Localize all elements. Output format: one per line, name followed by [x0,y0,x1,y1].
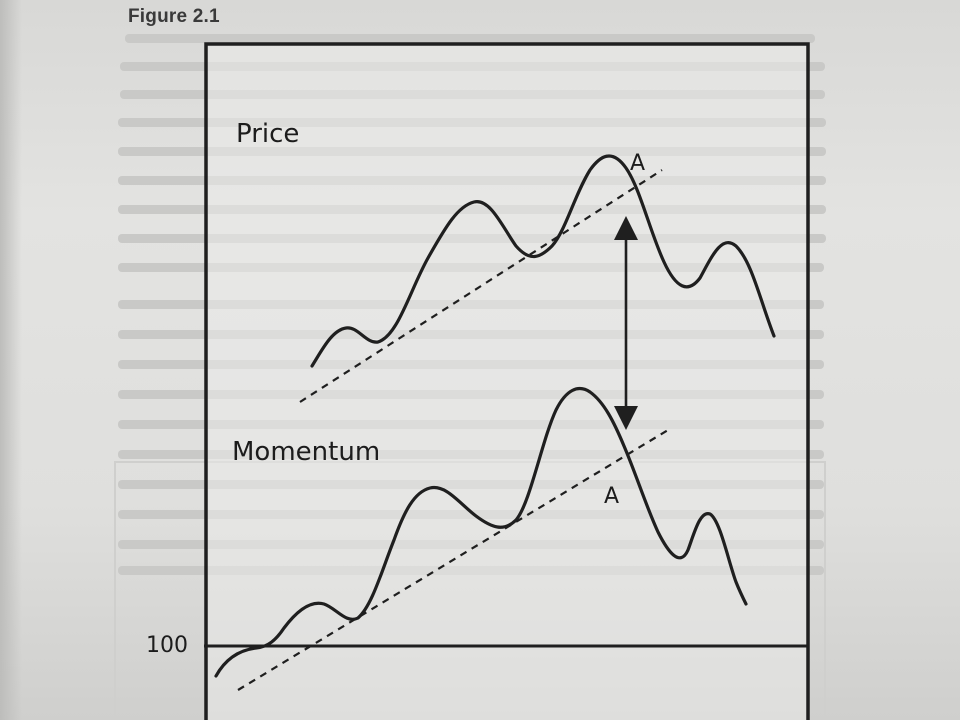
baseline-100-label: 100 [146,633,188,658]
double-headed-arrow-icon [614,216,638,430]
price-peak-label: A [630,151,645,176]
price-line [310,154,776,368]
figure-title: Figure 2.1 [128,6,220,27]
diagram-frame [204,42,810,720]
price-label: Price [236,119,299,149]
momentum-label: Momentum [232,437,380,467]
momentum-line [214,387,748,678]
momentum-trendline [237,429,669,691]
momentum-peak-label: A [604,484,619,509]
price-trendline [299,169,663,403]
